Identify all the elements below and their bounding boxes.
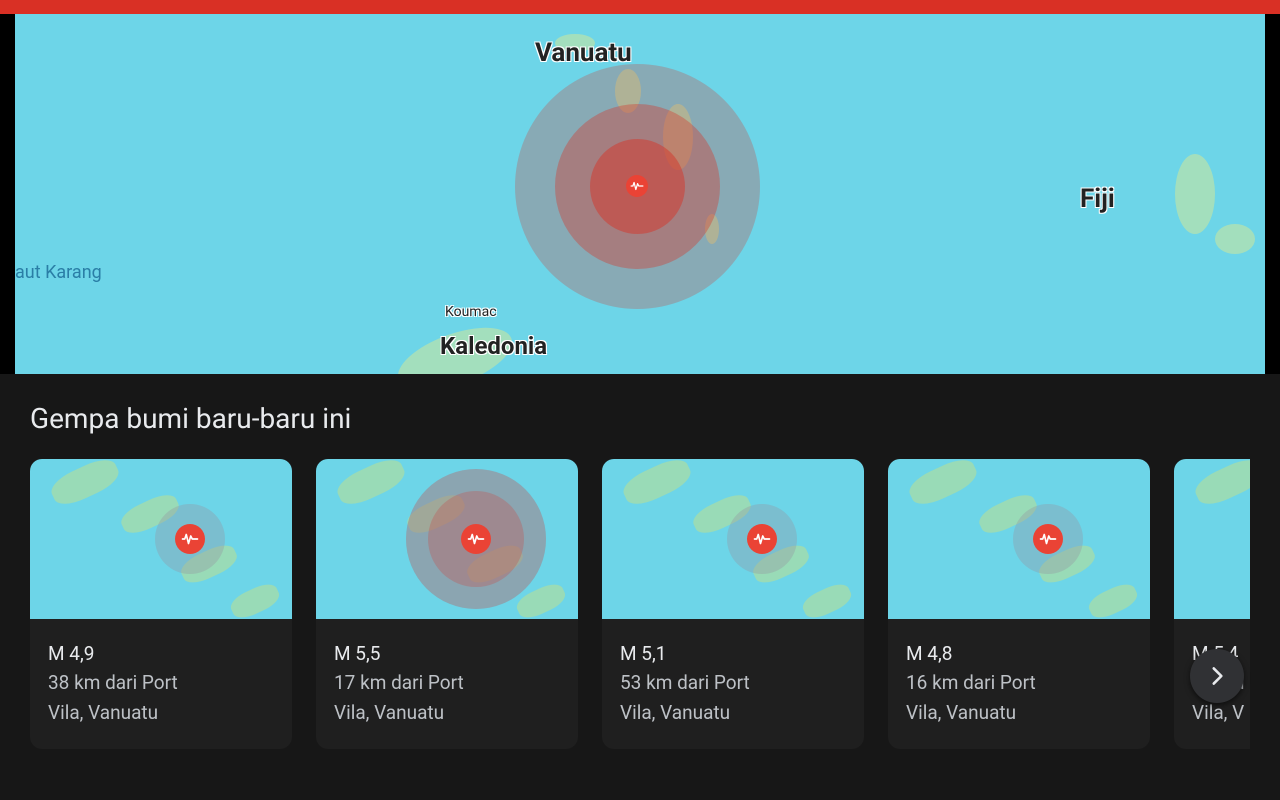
card-epicenter-icon (747, 524, 777, 554)
earthquake-card[interactable]: M 5,1 53 km dari Port Vila, Vanuatu (602, 459, 864, 749)
recent-earthquakes-section: Gempa bumi baru-baru ini M 4,9 38 km dar… (0, 374, 1280, 800)
map-label-vanuatu: Vanuatu (535, 38, 632, 68)
section-title: Gempa bumi baru-baru ini (30, 402, 1250, 435)
cards-scroller[interactable]: M 4,9 38 km dari Port Vila, Vanuatu M 5,… (30, 459, 1250, 800)
earthquake-card[interactable]: M 5,4 44 km Vila, V (1174, 459, 1250, 749)
main-map[interactable]: Vanuatu Fiji Koumac Kaledonia aut Karang (15, 14, 1265, 374)
scroll-next-button[interactable] (1190, 649, 1244, 703)
earthquake-card[interactable]: M 4,9 38 km dari Port Vila, Vanuatu (30, 459, 292, 749)
card-magnitude: M 5,1 (620, 639, 846, 668)
card-distance: 17 km dari Port (334, 668, 560, 697)
card-distance: 16 km dari Port (906, 668, 1132, 697)
map-label-koumac: Koumac (445, 304, 497, 320)
card-epicenter-icon (461, 524, 491, 554)
card-body: M 5,5 17 km dari Port Vila, Vanuatu (316, 619, 578, 749)
card-magnitude: M 4,9 (48, 639, 274, 668)
island (1175, 154, 1215, 234)
card-map-thumbnail (316, 459, 578, 619)
card-epicenter-icon (175, 524, 205, 554)
card-location: Vila, Vanuatu (48, 698, 274, 727)
map-label-kaledonia: Kaledonia (440, 332, 547, 360)
earthquake-card[interactable]: M 5,5 17 km dari Port Vila, Vanuatu (316, 459, 578, 749)
card-location: Vila, Vanuatu (334, 698, 560, 727)
card-map-thumbnail (30, 459, 292, 619)
card-map-thumbnail (602, 459, 864, 619)
card-map-thumbnail (888, 459, 1150, 619)
card-magnitude: M 5,5 (334, 639, 560, 668)
earthquake-panel: Vanuatu Fiji Koumac Kaledonia aut Karang… (0, 0, 1280, 800)
alert-topbar (0, 0, 1280, 14)
card-magnitude: M 4,8 (906, 639, 1132, 668)
epicenter-icon (626, 175, 648, 197)
card-body: M 4,9 38 km dari Port Vila, Vanuatu (30, 619, 292, 749)
card-body: M 4,8 16 km dari Port Vila, Vanuatu (888, 619, 1150, 749)
card-location: Vila, Vanuatu (906, 698, 1132, 727)
card-location: Vila, Vanuatu (620, 698, 846, 727)
card-epicenter-icon (1033, 524, 1063, 554)
map-label-fiji: Fiji (1080, 184, 1115, 214)
card-distance: 38 km dari Port (48, 668, 274, 697)
card-map-thumbnail (1174, 459, 1250, 619)
map-label-laut-karang: aut Karang (15, 262, 102, 283)
island (1215, 224, 1255, 254)
card-body: M 5,1 53 km dari Port Vila, Vanuatu (602, 619, 864, 749)
earthquake-card[interactable]: M 4,8 16 km dari Port Vila, Vanuatu (888, 459, 1150, 749)
card-distance: 53 km dari Port (620, 668, 846, 697)
